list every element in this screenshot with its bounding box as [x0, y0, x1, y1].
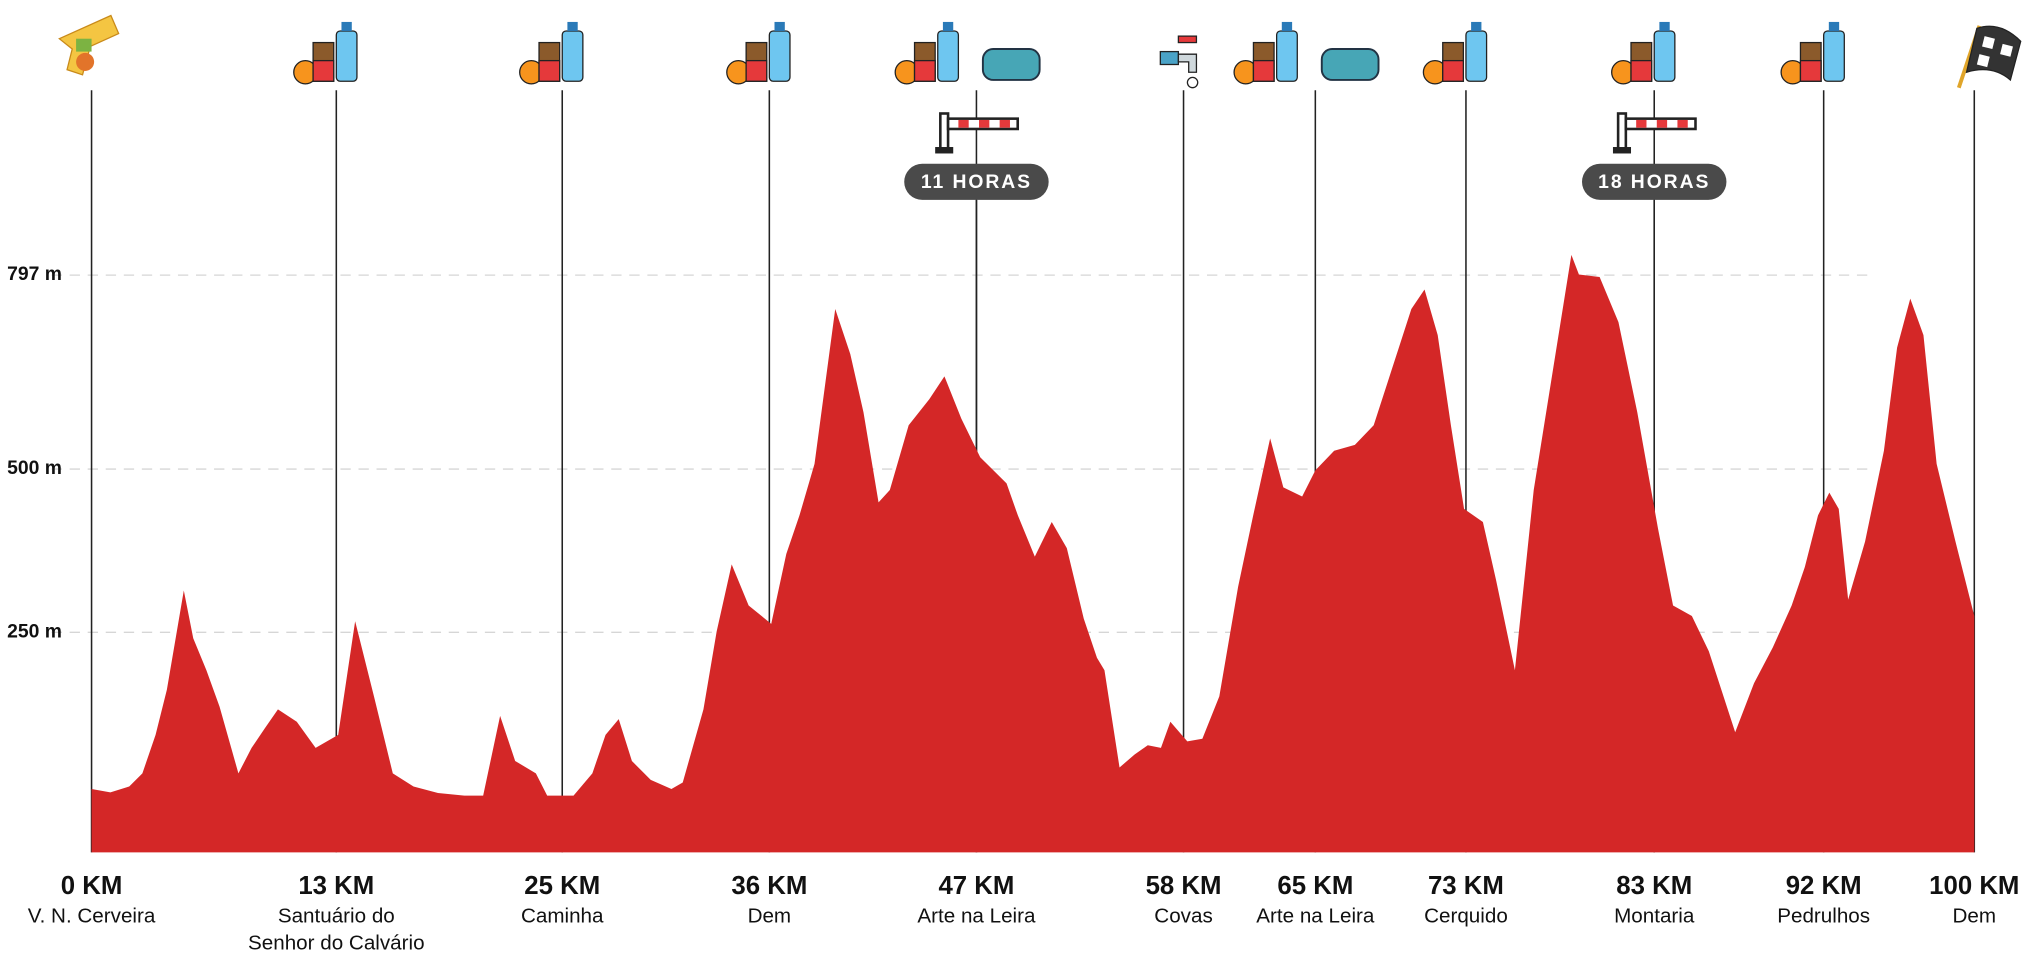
icon [1611, 21, 1676, 85]
cap-icon [567, 21, 578, 31]
bottle-icon [1653, 30, 1676, 82]
icon [1233, 21, 1380, 85]
wrapper-icon [312, 59, 335, 82]
station-name: Pedrulhos [1777, 904, 1870, 927]
barrier-stripe [1656, 119, 1668, 128]
start-icon [76, 52, 95, 71]
bottle-icon [768, 30, 791, 82]
y-tick-label: 500 m [7, 457, 62, 479]
annotation-text: 18 HORAS [1598, 171, 1710, 193]
icon [1780, 21, 1845, 85]
station-name: Caminha [521, 904, 604, 927]
barrier-icon [935, 112, 1019, 154]
tap-handle [1177, 35, 1198, 44]
station-name: Cerquido [1424, 904, 1508, 927]
cap-icon [1281, 21, 1293, 31]
barrier-stripe [999, 119, 1010, 128]
wrapper-icon [538, 59, 561, 82]
barrier-base [1612, 147, 1632, 154]
bottle-icon [1823, 30, 1845, 82]
elevation-area [91, 254, 1975, 853]
barrier-stripe [979, 119, 990, 128]
icon [519, 21, 584, 85]
icon [1422, 21, 1488, 85]
station-name: V. N. Cerveira [28, 904, 156, 927]
flag-icon [1976, 36, 2013, 68]
barrier-stripe [1677, 119, 1688, 128]
x-tick-label: 73 KM [1428, 872, 1504, 900]
bottle-icon [335, 30, 358, 82]
bottle-icon [1276, 30, 1298, 82]
tap-icon [1177, 53, 1198, 73]
cap-icon [774, 21, 785, 31]
bottle-icon [937, 30, 960, 82]
station-name: Senhor do Calvário [248, 931, 425, 953]
drop-icon [1186, 76, 1199, 89]
cap-icon [341, 21, 352, 31]
icon [894, 21, 1041, 85]
bag-icon [1320, 48, 1380, 81]
icon [726, 21, 791, 85]
icon [1956, 25, 2022, 89]
wrapper-icon [745, 59, 768, 82]
station-name: Arte na Leira [1256, 904, 1375, 927]
barrier-stripe [1636, 119, 1647, 128]
x-tick-label: 0 KM [61, 872, 123, 900]
flag-icon [1965, 25, 2022, 82]
x-tick-label: 47 KM [938, 872, 1014, 900]
x-tick-label: 100 KM [1929, 872, 2019, 900]
x-tick-label: 58 KM [1146, 872, 1222, 900]
barrier-stripe [958, 119, 969, 128]
station-name: Santuário do [278, 904, 395, 927]
bottle-icon [561, 30, 584, 82]
y-tick-label: 250 m [7, 620, 62, 642]
annotation-text: 11 HORAS [921, 171, 1032, 193]
tap-icon [1159, 50, 1180, 66]
annotation-pill [904, 163, 1049, 200]
station-name: Dem [1953, 904, 1997, 927]
icon [58, 14, 120, 76]
cap-icon [942, 21, 954, 31]
y-tick-label: 797 m [7, 263, 62, 285]
wrapper-icon [913, 59, 936, 82]
station-name: Montaria [1614, 904, 1695, 927]
x-tick-label: 25 KM [524, 872, 600, 900]
x-tick-label: 13 KM [298, 872, 374, 900]
bottle-icon [1465, 30, 1488, 82]
annotation-pill [1582, 163, 1727, 200]
barrier-icon [1612, 112, 1697, 154]
icon [293, 21, 358, 85]
cap-icon [1471, 21, 1482, 31]
icon [1159, 35, 1199, 89]
bag-icon [981, 48, 1041, 81]
barrier-base [935, 147, 954, 154]
start-icon [76, 38, 92, 52]
x-tick-label: 83 KM [1616, 872, 1692, 900]
wrapper-icon [1630, 59, 1653, 82]
x-tick-label: 65 KM [1277, 872, 1353, 900]
station-name: Covas [1154, 904, 1212, 927]
station-name: Arte na Leira [917, 904, 1036, 927]
x-tick-label: 36 KM [731, 872, 807, 900]
cap-icon [1828, 21, 1840, 31]
wrapper-icon [1799, 59, 1822, 82]
cap-icon [1659, 21, 1670, 31]
x-tick-label: 92 KM [1786, 872, 1862, 900]
wrapper-icon [1252, 59, 1275, 82]
wrapper-icon [1442, 59, 1465, 82]
station-name: Dem [748, 904, 792, 927]
